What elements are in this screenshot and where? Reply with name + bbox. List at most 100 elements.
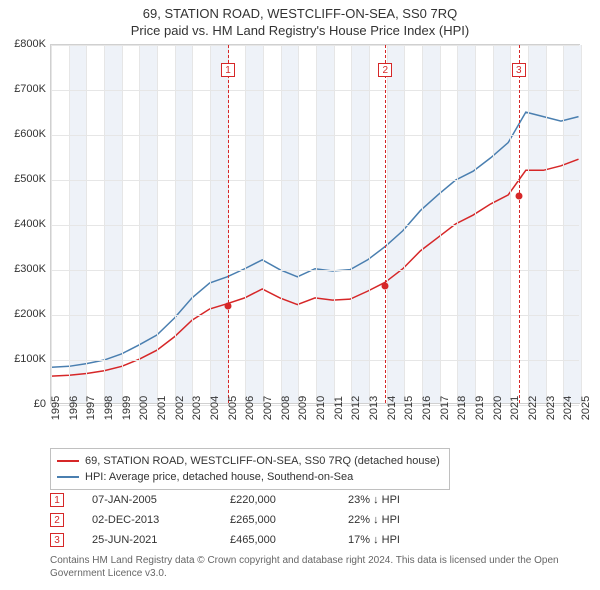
event-delta: 22% ↓ HPI [348,514,468,526]
event-marker-icon: 2 [50,513,64,527]
series-lines [51,45,579,403]
gridline-v [493,45,494,403]
y-axis-label: £200K [0,308,46,320]
gridline-v [175,45,176,403]
x-axis-label: 1995 [50,396,62,420]
event-row: 2 02-DEC-2013 £265,000 22% ↓ HPI [50,510,468,530]
gridline-v [422,45,423,403]
gridline-v [281,45,282,403]
gridline-h [51,90,579,91]
x-axis-label: 2014 [386,396,398,420]
event-dashed-line [228,45,229,403]
sale-dot [515,192,522,199]
gridline-v [475,45,476,403]
gridline-v [122,45,123,403]
sale-dot [382,282,389,289]
gridline-v [510,45,511,403]
x-axis-label: 2024 [562,396,574,420]
x-axis-label: 2007 [262,396,274,420]
x-axis-label: 1996 [68,396,80,420]
gridline-v [104,45,105,403]
x-axis-label: 2009 [297,396,309,420]
gridline-v [404,45,405,403]
gridline-v [528,45,529,403]
gridline-v [69,45,70,403]
event-row: 1 07-JAN-2005 £220,000 23% ↓ HPI [50,490,468,510]
x-axis-label: 2021 [509,396,521,420]
event-price: £465,000 [230,534,320,546]
x-axis-label: 2018 [456,396,468,420]
x-axis-label: 2008 [280,396,292,420]
event-price: £265,000 [230,514,320,526]
gridline-h [51,225,579,226]
gridline-v [51,45,52,403]
event-date: 02-DEC-2013 [92,514,202,526]
series-hpi [51,112,578,367]
event-marker-box: 2 [378,63,392,77]
y-axis-label: £300K [0,263,46,275]
event-delta: 17% ↓ HPI [348,534,468,546]
x-axis-label: 2016 [421,396,433,420]
x-axis-label: 2003 [191,396,203,420]
gridline-v [457,45,458,403]
gridline-h [51,135,579,136]
series-property [51,159,578,376]
y-axis-label: £800K [0,38,46,50]
x-axis-label: 2019 [474,396,486,420]
x-axis-label: 1998 [103,396,115,420]
y-axis-label: £400K [0,218,46,230]
legend-item-property: 69, STATION ROAD, WESTCLIFF-ON-SEA, SS0 … [57,453,443,469]
plot-area: 1 2 3 [50,44,580,404]
sale-dot [225,303,232,310]
x-axis-label: 2006 [244,396,256,420]
legend-item-hpi: HPI: Average price, detached house, Sout… [57,469,443,485]
x-axis-label: 1997 [85,396,97,420]
event-marker-icon: 3 [50,533,64,547]
legend: 69, STATION ROAD, WESTCLIFF-ON-SEA, SS0 … [50,448,450,490]
y-axis-label: £700K [0,83,46,95]
gridline-v [245,45,246,403]
title-line-1: 69, STATION ROAD, WESTCLIFF-ON-SEA, SS0 … [0,0,600,21]
page: 69, STATION ROAD, WESTCLIFF-ON-SEA, SS0 … [0,0,600,590]
legend-swatch [57,476,79,478]
gridline-h [51,315,579,316]
gridline-v [440,45,441,403]
gridline-v [298,45,299,403]
event-row: 3 25-JUN-2021 £465,000 17% ↓ HPI [50,530,468,550]
gridline-v [263,45,264,403]
gridline-v [369,45,370,403]
gridline-v [210,45,211,403]
gridline-v [563,45,564,403]
y-axis-label: £500K [0,173,46,185]
event-price: £220,000 [230,494,320,506]
gridline-v [157,45,158,403]
event-dashed-line [385,45,386,403]
gridline-v [351,45,352,403]
x-axis-label: 2025 [580,396,592,420]
gridline-v [139,45,140,403]
event-marker-box: 1 [221,63,235,77]
y-axis-label: £0 [0,398,46,410]
gridline-v [316,45,317,403]
event-marker-box: 3 [512,63,526,77]
y-axis-label: £600K [0,128,46,140]
gridline-v [334,45,335,403]
chart: 123 £0£100K£200K£300K£400K£500K£600K£700… [50,44,580,404]
x-axis-label: 2011 [333,396,345,420]
event-delta: 23% ↓ HPI [348,494,468,506]
legend-label: HPI: Average price, detached house, Sout… [85,469,353,485]
legend-label: 69, STATION ROAD, WESTCLIFF-ON-SEA, SS0 … [85,453,440,469]
gridline-h [51,360,579,361]
x-axis-label: 2012 [350,396,362,420]
gridline-h [51,270,579,271]
gridline-v [86,45,87,403]
x-axis-label: 2002 [174,396,186,420]
x-axis-label: 2022 [527,396,539,420]
gridline-v [192,45,193,403]
x-axis-label: 2015 [403,396,415,420]
legend-swatch [57,460,79,462]
event-marker-icon: 1 [50,493,64,507]
x-axis-label: 2013 [368,396,380,420]
events-table: 1 07-JAN-2005 £220,000 23% ↓ HPI 2 02-DE… [50,490,468,550]
x-axis-label: 2017 [439,396,451,420]
